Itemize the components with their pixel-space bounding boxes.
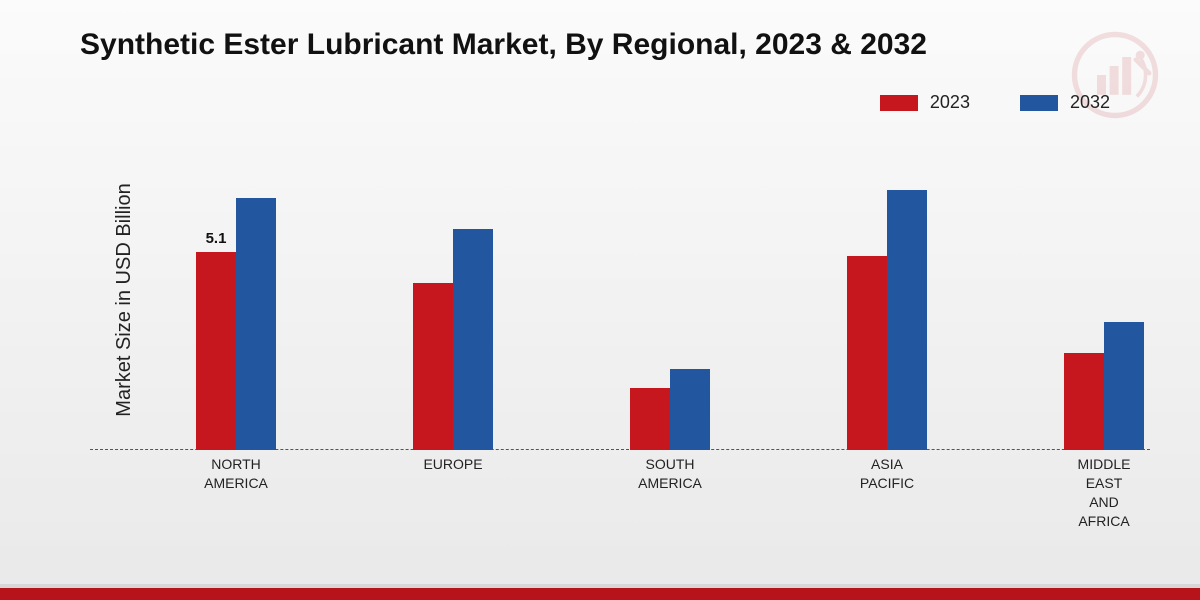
plot-area: 5.1 bbox=[90, 140, 1150, 450]
bar bbox=[887, 190, 927, 450]
bar bbox=[413, 283, 453, 450]
bar-value-label: 5.1 bbox=[206, 230, 227, 247]
bar-group bbox=[413, 229, 493, 450]
category-label: EUROPE bbox=[423, 455, 482, 474]
bar-group bbox=[1064, 322, 1144, 450]
bar bbox=[236, 198, 276, 450]
category-label: ASIA PACIFIC bbox=[860, 455, 914, 493]
bar bbox=[1064, 353, 1104, 450]
legend: 2023 2032 bbox=[880, 92, 1110, 113]
legend-item-2032: 2032 bbox=[1020, 92, 1110, 113]
category-label: MIDDLE EAST AND AFRICA bbox=[1078, 455, 1131, 531]
bar bbox=[630, 388, 670, 450]
bar-group: 5.1 bbox=[196, 198, 276, 450]
bar: 5.1 bbox=[196, 252, 236, 450]
legend-item-2023: 2023 bbox=[880, 92, 970, 113]
chart-page: Synthetic Ester Lubricant Market, By Reg… bbox=[0, 0, 1200, 600]
chart-title: Synthetic Ester Lubricant Market, By Reg… bbox=[80, 28, 927, 62]
legend-label-2023: 2023 bbox=[930, 92, 970, 113]
category-label: SOUTH AMERICA bbox=[638, 455, 702, 493]
bar bbox=[847, 256, 887, 450]
footer-accent-bar bbox=[0, 584, 1200, 600]
legend-swatch-2032 bbox=[1020, 95, 1058, 111]
bar bbox=[453, 229, 493, 450]
legend-label-2032: 2032 bbox=[1070, 92, 1110, 113]
bar-group bbox=[847, 190, 927, 450]
legend-swatch-2023 bbox=[880, 95, 918, 111]
bar bbox=[1104, 322, 1144, 450]
bar bbox=[670, 369, 710, 450]
category-label: NORTH AMERICA bbox=[204, 455, 268, 493]
bar-group bbox=[630, 369, 710, 450]
